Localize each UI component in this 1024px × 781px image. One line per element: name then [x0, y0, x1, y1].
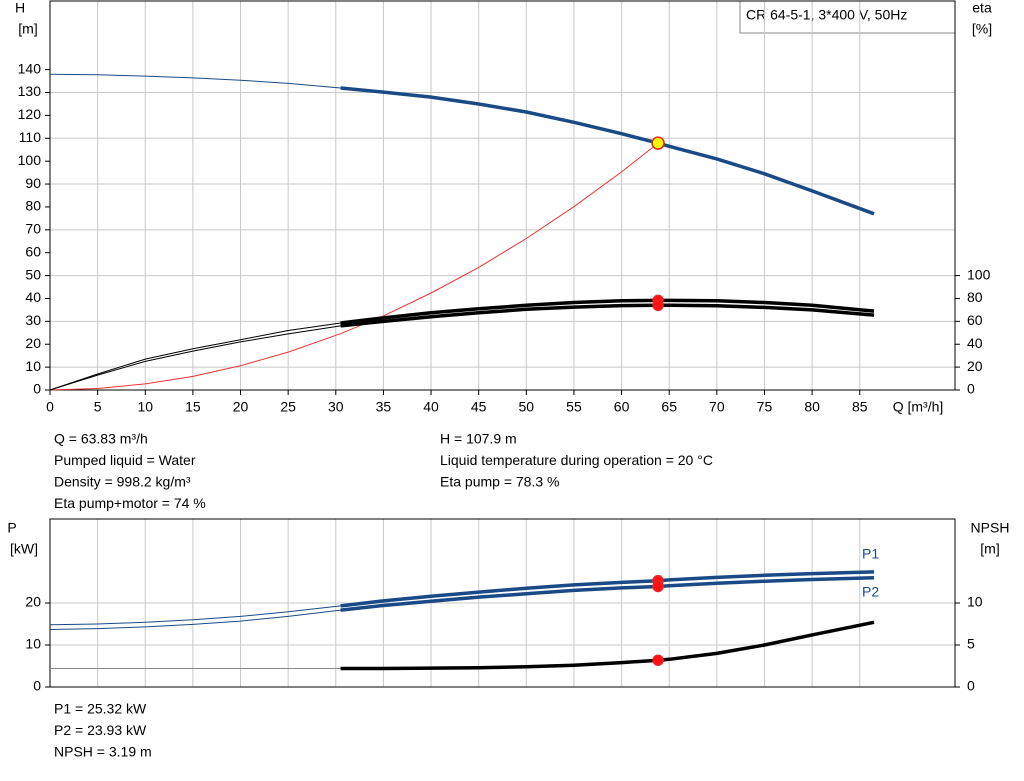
curve-operating: [340, 86, 875, 216]
info-line: Eta pump+motor = 74 %: [54, 495, 206, 511]
y-tick-label: 0: [33, 678, 41, 694]
operating-point: [651, 136, 665, 150]
x-tick-label: 10: [137, 399, 153, 415]
x-tick-label: 5: [94, 399, 102, 415]
info-line: Pumped liquid = Water: [54, 452, 196, 468]
info-line: P1 = 25.32 kW: [54, 701, 147, 717]
y-tick-label: 20: [25, 335, 41, 351]
y-axis-unit: [m]: [18, 21, 37, 37]
curve-operating: [340, 298, 875, 325]
y-axis-unit: [kW]: [10, 541, 38, 557]
y2-axis-unit: [%]: [972, 21, 992, 37]
x-tick-label: 45: [471, 399, 487, 415]
curve-operating: [340, 570, 875, 608]
x-tick-label: 80: [804, 399, 820, 415]
x-tick-label: 35: [376, 399, 392, 415]
x-tick-label: 30: [328, 399, 344, 415]
x-tick-label: 40: [423, 399, 439, 415]
y2-axis-label: NPSH: [971, 520, 1010, 536]
x-tick-label: 65: [661, 399, 677, 415]
y-tick-label: 120: [18, 106, 42, 122]
y2-tick-label: 40: [967, 335, 983, 351]
x-tick-label: 50: [519, 399, 535, 415]
curve: [49, 304, 875, 391]
series-label: P1: [862, 546, 879, 562]
operating-point: [652, 580, 664, 593]
y-tick-label: 50: [25, 266, 41, 282]
y-tick-label: 0: [33, 381, 41, 397]
y-tick-label: 10: [25, 636, 41, 652]
y-tick-label: 140: [18, 60, 42, 76]
y2-tick-label: 100: [967, 266, 991, 282]
curve: [49, 73, 875, 215]
y2-tick-label: 5: [967, 636, 975, 652]
curve-operating: [340, 576, 875, 612]
y-tick-label: 10: [25, 358, 41, 374]
y-tick-label: 130: [18, 83, 42, 99]
y-tick-label: 70: [25, 221, 41, 237]
y2-tick-label: 20: [967, 358, 983, 374]
x-tick-label: 85: [852, 399, 868, 415]
x-tick-label: 55: [566, 399, 582, 415]
y-tick-label: 100: [18, 152, 42, 168]
info-line: P2 = 23.93 kW: [54, 722, 147, 738]
y2-axis-unit: [m]: [980, 541, 999, 557]
x-tick-label: 70: [709, 399, 725, 415]
x-tick-label: 60: [614, 399, 630, 415]
plot-frame: [49, 518, 956, 688]
y2-tick-label: 0: [967, 678, 975, 694]
curve: [49, 577, 875, 630]
y2-tick-label: 60: [967, 312, 983, 328]
y-axis-label: P: [7, 520, 16, 536]
y-tick-label: 60: [25, 243, 41, 259]
x-tick-label: 15: [185, 399, 201, 415]
x-tick-label: 75: [757, 399, 773, 415]
y-tick-label: 90: [25, 175, 41, 191]
x-tick-label: 0: [46, 399, 54, 415]
info-line: H = 107.9 m: [440, 431, 517, 447]
y2-tick-label: 10: [967, 594, 983, 610]
series-label: P2: [862, 584, 879, 600]
y-axis-label: H: [15, 0, 25, 16]
info-line: Liquid temperature during operation = 20…: [440, 452, 713, 468]
curve-operating: [340, 620, 875, 671]
info-line: Density = 998.2 kg/m³: [54, 474, 191, 490]
y-tick-label: 80: [25, 198, 41, 214]
y-tick-label: 110: [19, 129, 42, 145]
product-label: CR 64-5-1, 3*400 V, 50Hz: [746, 7, 907, 23]
y-tick-label: 40: [25, 289, 41, 305]
product-box: [739, 0, 956, 34]
operating-point: [652, 654, 664, 666]
info-line: NPSH = 3.19 m: [54, 744, 152, 760]
operating-point: [652, 299, 664, 312]
y-tick-label: 30: [25, 312, 41, 328]
info-line: Q = 63.83 m³/h: [54, 431, 148, 447]
y-tick-label: 20: [25, 594, 41, 610]
info-line: Eta pump = 78.3 %: [440, 474, 559, 490]
curve: [49, 142, 659, 391]
y2-axis-label: eta: [972, 0, 992, 16]
y2-tick-label: 0: [967, 381, 975, 397]
x-axis-label: Q [m³/h]: [893, 399, 944, 415]
plot-frame: [49, 0, 956, 391]
curve-operating: [340, 303, 875, 328]
x-tick-label: 20: [233, 399, 249, 415]
x-tick-label: 25: [280, 399, 296, 415]
y2-tick-label: 80: [967, 289, 983, 305]
